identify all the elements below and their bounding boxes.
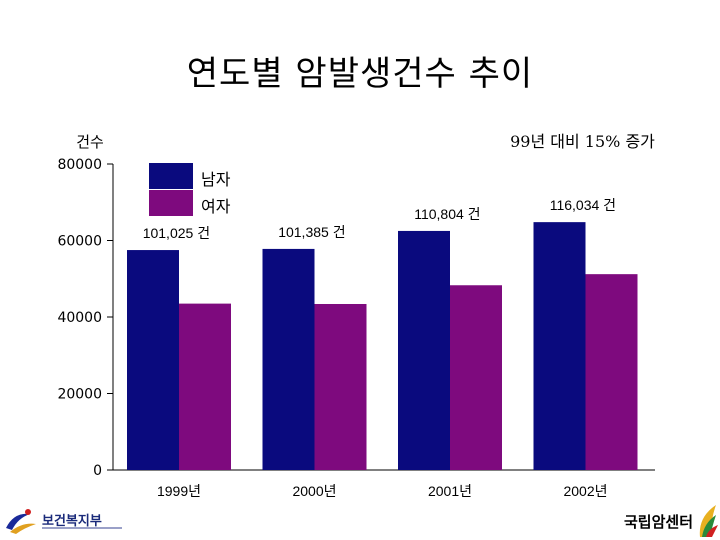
y-tick-label-4: 80000 (57, 157, 102, 173)
y-axis-title: 건수 (76, 133, 104, 151)
total-data-label-2: 110,804 건 (414, 206, 480, 222)
cancer-center-logo-text: 국립암센터 (624, 513, 694, 531)
bar-female-2 (450, 285, 502, 470)
legend-swatch-female (149, 190, 193, 216)
x-tick-label-0: 1999년 (157, 483, 201, 499)
legend-swatch-male (149, 163, 193, 189)
legend-label-male: 남자 (201, 170, 231, 189)
bar-male-2 (398, 230, 450, 470)
bar-male-0 (127, 250, 179, 470)
y-tick-label-2: 40000 (57, 310, 102, 326)
x-tick-label-2: 2001년 (428, 483, 472, 499)
ministry-emblem-icon (6, 509, 36, 534)
bar-male-3 (533, 222, 586, 470)
x-tick-label-1: 2000년 (292, 483, 336, 499)
cancer-center-emblem-icon (699, 505, 718, 537)
y-tick-label-3: 60000 (57, 234, 102, 250)
total-data-label-0: 101,025 건 (143, 225, 210, 241)
ministry-logo-subline (42, 527, 122, 529)
bar-female-0 (179, 303, 231, 470)
y-tick-label-1: 20000 (57, 387, 102, 403)
ministry-logo: 보건복지부 (4, 506, 134, 536)
bar-female-1 (314, 303, 367, 470)
page-title: 연도별 암발생건수 추이 (186, 54, 534, 94)
total-data-label-1: 101,385 건 (278, 224, 345, 240)
total-data-label-3: 116,034 건 (550, 197, 616, 213)
x-tick-label-3: 2002년 (563, 483, 607, 499)
bar-male-1 (262, 248, 315, 470)
growth-note: 99년 대비 15% 증가 (510, 132, 655, 151)
bar-female-3 (585, 274, 638, 470)
y-tick-label-0: 0 (93, 463, 102, 479)
cancer-center-logo: 국립암센터 (624, 503, 720, 539)
ministry-logo-text: 보건복지부 (42, 514, 102, 529)
legend-label-female: 여자 (201, 197, 231, 216)
